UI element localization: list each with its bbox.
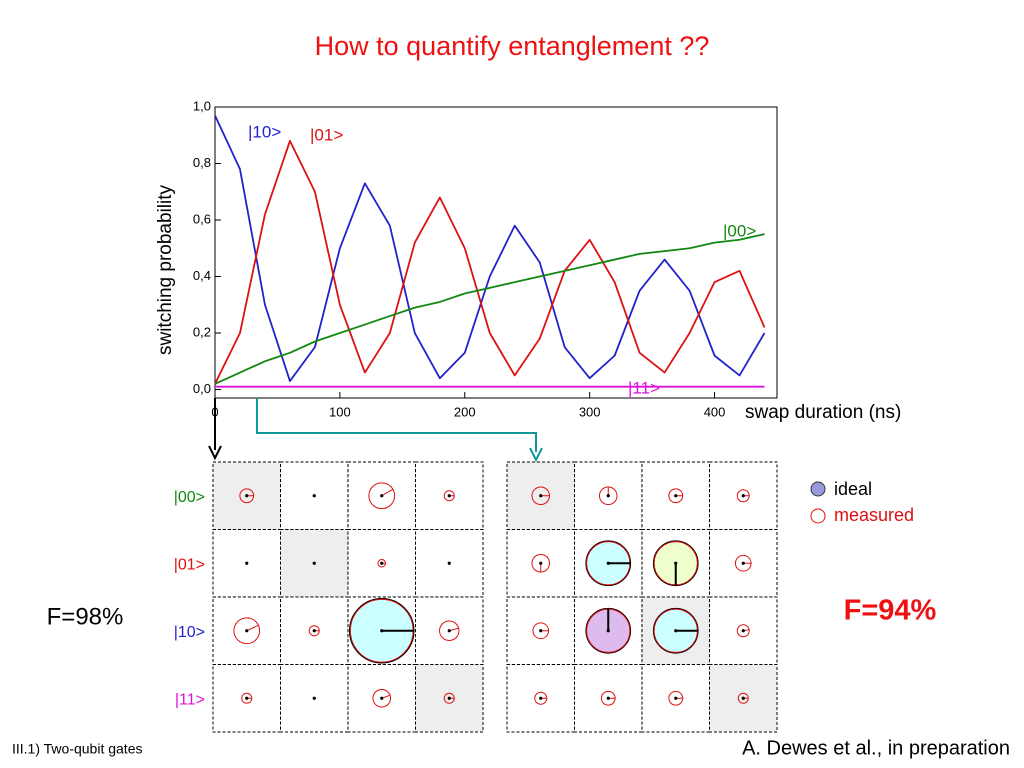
center-dot (741, 561, 745, 565)
center-dot (447, 629, 451, 633)
y-axis-label: switching probability (155, 184, 176, 355)
center-dot (539, 561, 543, 565)
phase-pointer (449, 627, 459, 632)
y-tick-label: 0,2 (193, 324, 211, 339)
center-dot (606, 494, 610, 498)
center-dot (539, 696, 543, 700)
x-tick-label: 300 (579, 404, 601, 419)
legend-measured: measured (834, 505, 914, 525)
legend-ideal-swatch (810, 481, 826, 497)
measured-circle (736, 624, 750, 638)
center-dot (606, 696, 610, 700)
measured-circle (372, 688, 392, 708)
slide-title: How to quantify entanglement ?? (315, 31, 710, 61)
citation: A. Dewes et al., in preparation (742, 737, 1010, 759)
measured-circle (233, 617, 261, 645)
series-line (214, 140, 766, 385)
center-dot (674, 696, 678, 700)
center-dot (447, 561, 451, 565)
center-dot (447, 696, 451, 700)
center-dot (380, 494, 384, 498)
center-dot (741, 629, 745, 633)
phase-pointer (246, 624, 259, 632)
center-dot (606, 561, 610, 565)
plot-frame (214, 106, 778, 399)
center-dot (380, 629, 384, 633)
center-dot (245, 561, 249, 565)
center-dot (539, 494, 543, 498)
center-dot (245, 494, 249, 498)
section-label: III.1) Two-qubit gates (12, 741, 142, 757)
y-tick-label: 0,4 (193, 268, 211, 283)
center-dot (606, 629, 610, 633)
arrow (256, 398, 537, 452)
y-tick-label: 1,0 (193, 98, 211, 113)
row-label: |01> (174, 556, 205, 573)
center-dot (312, 561, 316, 565)
legend-ideal: ideal (834, 479, 872, 499)
center-dot (312, 494, 316, 498)
x-axis-label: swap duration (ns) (745, 402, 901, 423)
series-label: |01> (310, 125, 343, 144)
row-label: |00> (174, 489, 205, 506)
x-tick-label: 400 (704, 404, 726, 419)
phase-pointer (381, 488, 394, 497)
center-dot (245, 629, 249, 633)
center-dot (674, 629, 678, 633)
y-tick-label: 0,6 (193, 211, 211, 226)
series-label: |10> (248, 122, 281, 141)
row-label: |11> (175, 691, 205, 708)
center-dot (380, 696, 384, 700)
fidelity-left: F=98% (47, 603, 124, 630)
measured-circle (439, 620, 460, 641)
arrow-head (529, 447, 543, 463)
series-line (214, 115, 766, 382)
center-dot (380, 561, 384, 565)
arrow-head (208, 445, 222, 461)
matrix-cell (709, 596, 778, 665)
center-dot (674, 494, 678, 498)
center-dot (312, 696, 316, 700)
center-dot (741, 494, 745, 498)
center-dot (447, 494, 451, 498)
center-dot (245, 696, 249, 700)
fidelity-right: F=94% (844, 595, 937, 627)
series-label: |11> (628, 378, 660, 397)
series-line (214, 233, 765, 385)
legend-measured-swatch (810, 508, 826, 524)
center-dot (312, 629, 316, 633)
x-tick-label: 200 (454, 404, 476, 419)
center-dot (741, 696, 745, 700)
row-label: |10> (174, 624, 205, 641)
y-tick-label: 0,8 (193, 155, 211, 170)
center-dot (674, 561, 678, 565)
x-tick-label: 100 (329, 404, 351, 419)
x-tick-label: 0 (211, 404, 218, 419)
measured-circle (368, 482, 396, 510)
series-label: |00> (723, 221, 756, 240)
center-dot (539, 629, 543, 633)
y-tick-label: 0,0 (193, 381, 211, 396)
